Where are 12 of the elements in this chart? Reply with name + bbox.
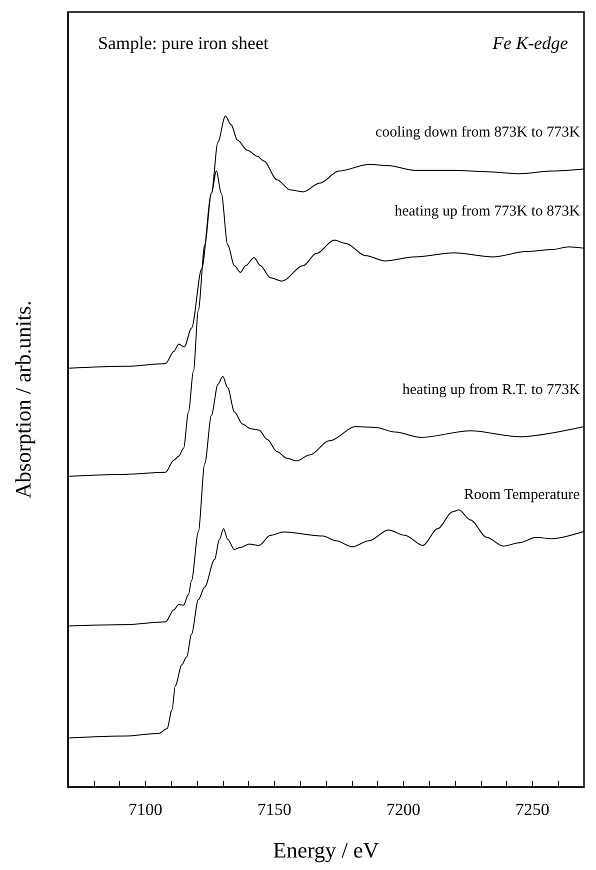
text: Sample: pure iron sheet bbox=[98, 33, 268, 53]
series-label: Room Temperature bbox=[464, 486, 580, 503]
series-label: heating up from R.T. to 773K bbox=[402, 382, 580, 398]
x-tick-label: 7250 bbox=[515, 800, 550, 819]
x-tick-label: 7200 bbox=[386, 800, 420, 819]
series-label: heating up from 773K to 873K bbox=[394, 204, 580, 220]
x-axis-title: Energy / eV bbox=[273, 838, 380, 862]
y-axis-title: Absorption / arb.units. bbox=[10, 300, 36, 498]
x-tick-label: 7150 bbox=[257, 800, 292, 819]
x-tick-label: 7100 bbox=[128, 800, 162, 819]
series-label: cooling down from 873K to 773K bbox=[375, 124, 580, 141]
text: Fe K-edge bbox=[492, 33, 568, 53]
